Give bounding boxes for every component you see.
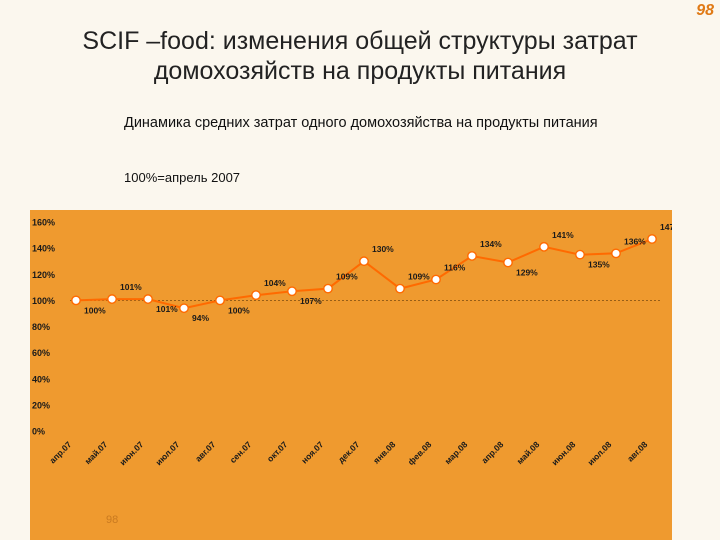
data-label: 147% <box>660 222 672 232</box>
x-tick-label: май.08 <box>515 439 542 466</box>
y-tick-label: 60% <box>32 348 50 358</box>
x-tick-label: июн.08 <box>550 439 578 467</box>
x-tick-label: дек.07 <box>336 439 362 465</box>
x-tick-label: июл.08 <box>585 439 613 467</box>
data-point <box>107 294 117 304</box>
data-label: 109% <box>336 272 358 282</box>
x-tick-label: май.07 <box>83 439 110 466</box>
x-tick-label: июн.07 <box>118 439 146 467</box>
slide-number: 98 <box>696 2 714 19</box>
data-point <box>395 283 405 294</box>
data-point <box>71 295 81 306</box>
data-label: 129% <box>516 267 538 277</box>
data-point <box>179 303 189 314</box>
x-tick-label: янв.08 <box>371 439 397 465</box>
data-point <box>539 241 549 252</box>
data-label: 109% <box>408 272 430 282</box>
x-tick-label: авг.08 <box>625 439 650 464</box>
y-tick-label: 140% <box>32 244 55 254</box>
data-point <box>359 256 369 267</box>
x-tick-label: июл.07 <box>153 439 181 467</box>
x-tick-label: окт.07 <box>265 439 290 464</box>
data-label: 116% <box>444 262 466 272</box>
y-tick-label: 0% <box>32 427 45 437</box>
footer-page-number: 98 <box>106 514 119 526</box>
data-point <box>143 294 153 304</box>
y-tick-label: 120% <box>32 270 55 280</box>
slide-title-line-1: SCIF –food: изменения общей структуры за… <box>82 27 638 55</box>
data-point <box>251 290 261 301</box>
slide-title: SCIF –food: изменения общей структуры за… <box>0 26 720 86</box>
data-point <box>323 283 333 294</box>
chart-subtitle: Динамика средних затрат одного домохозяй… <box>124 115 598 131</box>
data-label: 100% <box>228 305 250 315</box>
data-label: 104% <box>264 278 286 288</box>
y-tick-label: 100% <box>32 296 55 306</box>
base-note: 100%=апрель 2007 <box>124 170 241 185</box>
y-tick-label: 20% <box>32 400 50 410</box>
x-tick-label: сен.07 <box>228 439 254 465</box>
data-label: 107% <box>300 296 322 306</box>
data-point <box>611 248 621 259</box>
y-tick-label: 40% <box>32 374 50 384</box>
data-label: 100% <box>84 305 106 315</box>
data-point <box>215 295 225 306</box>
x-tick-label: апр.07 <box>47 439 73 465</box>
data-label: 141% <box>552 230 574 240</box>
data-label: 130% <box>372 244 394 254</box>
slide-title-line-2: домохозяйств на продукты питания <box>153 57 567 85</box>
x-tick-label: авг.07 <box>193 439 218 464</box>
data-label: 136% <box>624 236 646 246</box>
series-line <box>75 238 653 310</box>
data-point <box>287 286 297 297</box>
data-point <box>575 249 585 260</box>
data-label: 135% <box>588 260 610 270</box>
chart-area: 0% 20% 40% 60% 80% 100% 120% 140% 160% 100% 101% 10… <box>30 210 672 540</box>
y-tick-label: 160% <box>32 218 55 228</box>
data-point <box>467 251 477 261</box>
x-tick-label: мар.08 <box>443 439 470 466</box>
data-point <box>503 257 513 268</box>
data-label: 101% <box>156 304 178 314</box>
x-tick-label: ноя.07 <box>299 439 325 465</box>
data-point <box>647 234 657 244</box>
data-point <box>431 274 441 285</box>
data-label: 134% <box>480 239 502 249</box>
x-tick-label: фев.08 <box>406 439 434 467</box>
line-chart: 0% 20% 40% 60% 80% 100% 120% 140% 160% 100% 101% 10… <box>32 218 672 468</box>
x-tick-label: апр.08 <box>479 439 505 465</box>
y-tick-label: 80% <box>32 322 50 332</box>
data-label: 101% <box>120 282 142 292</box>
data-label: 94% <box>192 313 209 323</box>
